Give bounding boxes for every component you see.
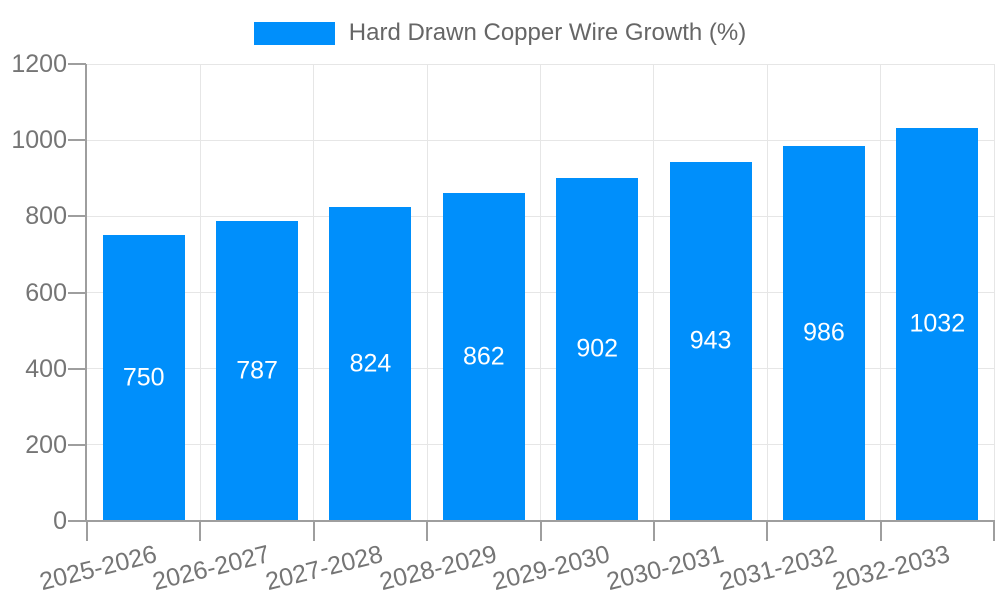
x-axis-tick — [879, 522, 882, 541]
legend-swatch — [253, 21, 335, 45]
y-axis-tick — [68, 139, 86, 142]
bar-2031-2032[interactable]: 986 — [782, 145, 865, 521]
y-axis-tick — [68, 520, 86, 522]
x-axis-tick — [312, 522, 315, 541]
v-gridline — [880, 64, 882, 521]
y-axis-tick — [68, 63, 86, 65]
bar-2030-2031[interactable]: 943 — [669, 161, 752, 521]
bar-value-label: 750 — [122, 363, 165, 392]
y-tick-label: 800 — [25, 202, 67, 231]
y-tick-label: 400 — [25, 354, 67, 383]
v-gridline — [766, 64, 768, 521]
y-tick-label: 200 — [25, 430, 67, 459]
x-axis-tick — [766, 522, 769, 541]
bar-value-label: 787 — [236, 356, 278, 385]
y-tick-label: 0 — [53, 507, 67, 535]
legend-label: Hard Drawn Copper Wire Growth (%) — [348, 19, 747, 46]
y-tick-label: 1000 — [11, 126, 67, 155]
bar-2032-2033[interactable]: 1032 — [896, 127, 979, 521]
bar-2029-2030[interactable]: 902 — [556, 177, 639, 521]
x-axis-tick — [993, 522, 995, 541]
v-gridline — [199, 64, 201, 521]
v-gridline — [426, 64, 428, 521]
bar-value-label: 986 — [803, 318, 845, 347]
y-axis-tick — [68, 215, 86, 218]
bar-2028-2029[interactable]: 862 — [442, 192, 525, 521]
bar-value-label: 1032 — [909, 309, 966, 338]
x-axis-tick — [426, 522, 429, 541]
y-tick-label: 600 — [25, 278, 67, 307]
y-axis-tick — [68, 291, 86, 294]
legend-item[interactable]: Hard Drawn Copper Wire Growth (%) — [0, 21, 1000, 45]
x-axis-tick — [539, 522, 542, 541]
y-tick-label: 1200 — [11, 50, 67, 78]
x-axis-tick — [86, 522, 88, 541]
y-axis-line — [85, 64, 87, 522]
y-axis-tick — [68, 367, 86, 370]
bar-2027-2028[interactable]: 824 — [329, 207, 412, 521]
bar-value-label: 862 — [462, 342, 505, 371]
y-axis-tick — [68, 443, 86, 446]
bar-2026-2027[interactable]: 787 — [216, 221, 299, 521]
x-axis-tick — [652, 522, 655, 541]
v-gridline — [653, 64, 655, 521]
v-gridline — [540, 64, 541, 521]
v-gridline — [313, 64, 315, 521]
bar-2025-2026[interactable]: 750 — [102, 235, 185, 521]
x-axis-tick — [199, 522, 202, 541]
plot-area: 750 787 824 862 902 943 986 1032 — [87, 63, 995, 521]
bar-value-label: 824 — [349, 349, 392, 378]
v-gridline — [993, 64, 995, 521]
bar-value-label: 943 — [689, 326, 732, 355]
bar-value-label: 902 — [576, 334, 619, 363]
x-axis-line — [85, 520, 995, 522]
